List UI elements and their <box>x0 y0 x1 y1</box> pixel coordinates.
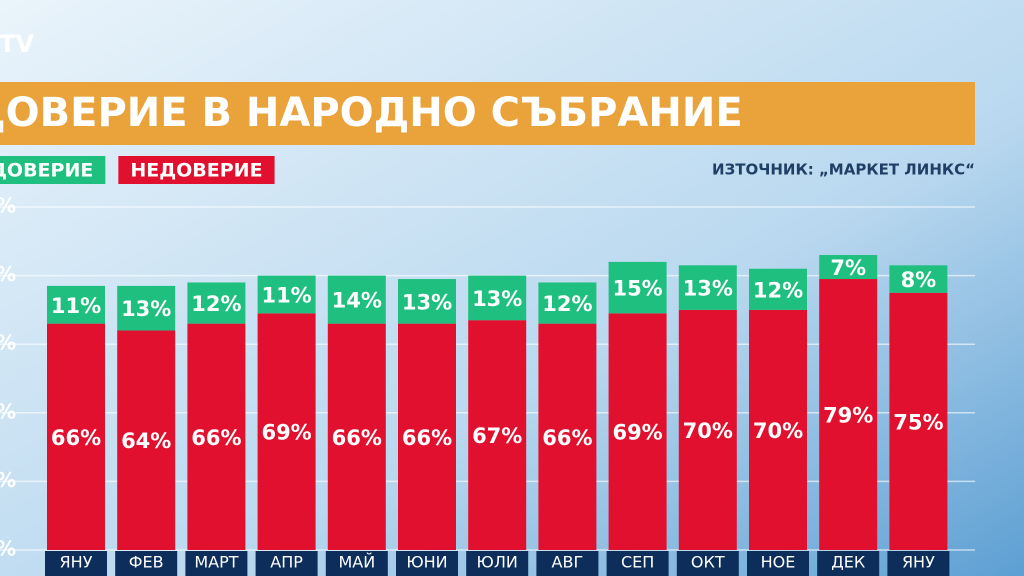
y-tick-label: 20% <box>0 468 16 492</box>
bar-segment <box>608 313 667 550</box>
bar-segment <box>117 330 176 550</box>
value-label: 75% <box>893 410 943 434</box>
value-label: 66% <box>51 426 101 450</box>
bar-segment <box>749 309 807 550</box>
category-box <box>115 551 178 576</box>
value-label: 13% <box>472 287 522 311</box>
legend-label: НЕДОВЕРИЕ <box>130 160 262 182</box>
value-label: 11% <box>51 294 101 318</box>
bar-segment <box>538 282 597 324</box>
x-tick-label: ДЕК <box>831 553 866 572</box>
bar-segment <box>398 323 456 550</box>
bar-segment <box>468 275 527 321</box>
y-tick-label: 100% <box>0 194 16 218</box>
bar-segment <box>608 261 667 314</box>
category-box <box>396 551 458 576</box>
category-box <box>325 551 388 576</box>
bar-segment <box>327 323 386 550</box>
bar-segment <box>819 279 878 550</box>
value-label: 67% <box>472 424 522 448</box>
bar-segment <box>538 323 597 550</box>
category-box <box>747 551 809 576</box>
bar-segment <box>889 265 948 293</box>
value-label: 15% <box>612 277 662 301</box>
x-tick-label: ЯНУ <box>902 553 935 572</box>
legend: ДОВЕРИЕ НЕДОВЕРИЕ <box>0 156 275 184</box>
value-label: 69% <box>612 421 662 445</box>
value-label: 14% <box>332 289 382 313</box>
x-tick-label: ФЕВ <box>129 553 164 572</box>
x-tick-label: ЯНУ <box>60 553 93 572</box>
bar-segment <box>257 313 316 550</box>
category-box <box>536 551 599 576</box>
bar-segment <box>889 292 948 550</box>
bar-segment <box>47 285 105 324</box>
x-tick-label: НОЕ <box>761 553 796 572</box>
bar-segment <box>819 255 878 280</box>
category-box <box>676 551 739 576</box>
category-box <box>185 551 248 576</box>
x-tick-label: АПР <box>270 553 303 572</box>
value-label: 66% <box>542 426 592 450</box>
value-label: 79% <box>823 404 873 428</box>
category-box <box>606 551 669 576</box>
bar-segment <box>117 285 176 331</box>
value-label: 7% <box>830 256 866 280</box>
x-tick-label: ЮЛИ <box>477 553 518 572</box>
legend-label: ДОВЕРИЕ <box>0 160 93 182</box>
y-tick-label: 0% <box>0 537 16 561</box>
bar-segment <box>187 282 246 324</box>
x-tick-label: АВГ <box>552 553 584 572</box>
bar-segment <box>257 275 316 314</box>
value-label: 13% <box>402 290 452 314</box>
legend-swatch <box>0 156 106 184</box>
value-label: 69% <box>261 421 311 445</box>
value-label: 12% <box>191 292 241 316</box>
x-tick-label: СЕП <box>621 553 654 572</box>
bar-segment <box>468 320 527 550</box>
x-tick-label: МАЙ <box>338 553 375 572</box>
y-tick-label: 80% <box>0 262 16 286</box>
value-label: 11% <box>261 283 311 307</box>
bar-segment <box>47 323 105 550</box>
category-box <box>255 551 318 576</box>
bar-segment <box>187 323 246 550</box>
value-label: 66% <box>191 426 241 450</box>
y-tick-label: 40% <box>0 399 16 423</box>
title-bar <box>0 82 975 145</box>
x-tick-label: ОКТ <box>691 553 725 572</box>
logo: bTV <box>0 30 35 58</box>
bar-segment <box>678 309 737 550</box>
value-label: 66% <box>332 426 382 450</box>
value-label: 13% <box>121 297 171 321</box>
value-label: 70% <box>683 419 733 443</box>
x-tick-label: ЮНИ <box>406 553 447 572</box>
value-label: 70% <box>753 419 803 443</box>
bar-segment <box>398 279 456 324</box>
category-box <box>466 551 529 576</box>
x-tick-label: МАРТ <box>194 553 238 572</box>
bar-segment <box>678 265 737 310</box>
value-label: 64% <box>121 429 171 453</box>
source: ИЗТОЧНИК: „МАРКЕТ ЛИНКС“ <box>712 161 975 179</box>
value-label: 13% <box>683 277 733 301</box>
bar-segment <box>327 275 386 324</box>
value-label: 66% <box>402 426 452 450</box>
y-tick-label: 60% <box>0 331 16 355</box>
chart-title: ДОВЕРИЕ В НАРОДНО СЪБРАНИЕ <box>0 90 743 136</box>
bar-segment <box>749 268 807 310</box>
value-label: 12% <box>753 278 803 302</box>
value-label: 8% <box>901 268 937 292</box>
category-box <box>45 551 107 576</box>
value-label: 12% <box>542 292 592 316</box>
category-box <box>817 551 880 576</box>
legend-swatch <box>118 156 275 184</box>
category-box <box>887 551 950 576</box>
